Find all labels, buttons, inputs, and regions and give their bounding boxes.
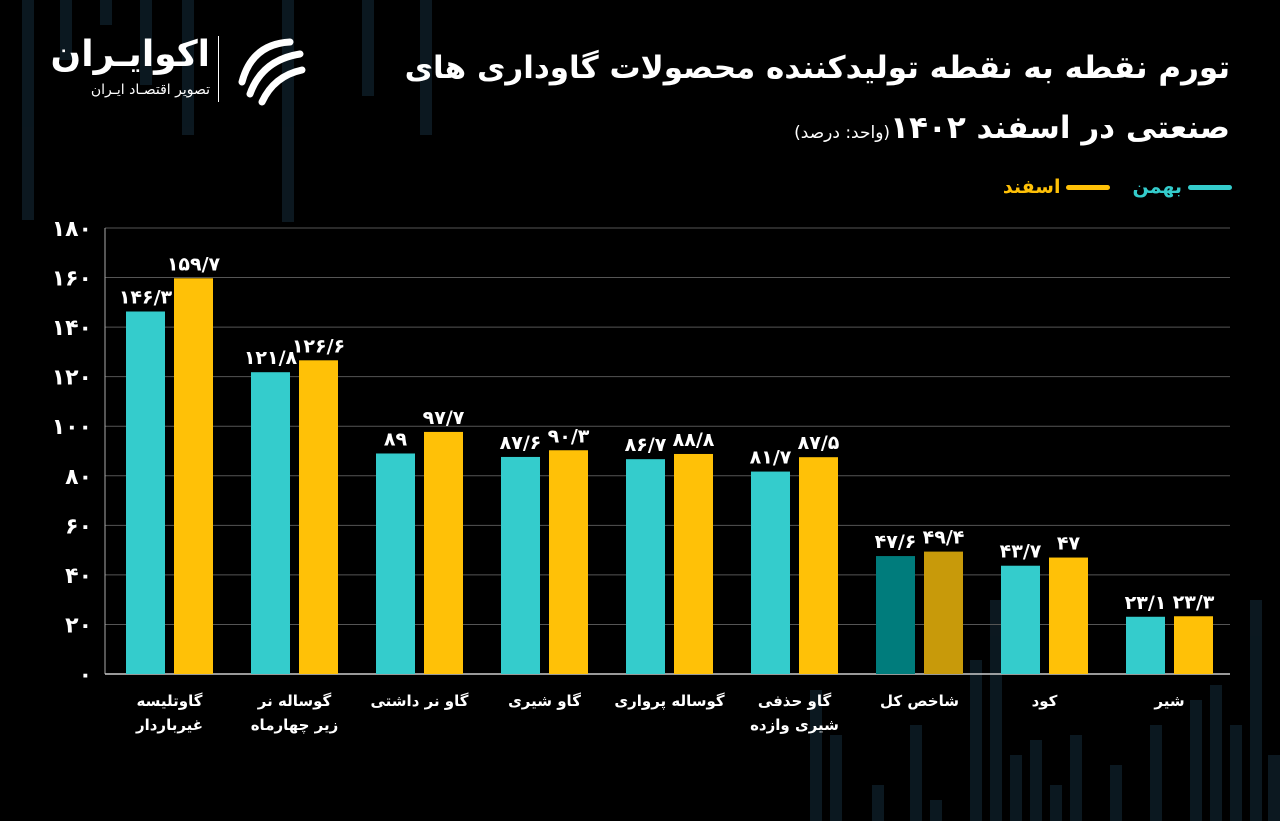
x-tick-label: گوساله پرواری — [614, 692, 725, 711]
bar-bahman — [1126, 616, 1165, 674]
brand-tagline: تصویر اقتصـاد ایـران — [90, 82, 210, 98]
x-tick-label: زیر چهارماه — [251, 716, 339, 735]
bar-esfand — [1174, 616, 1213, 674]
data-label: ۸۱/۷ — [750, 447, 792, 469]
brand-logo: اکوایـران تصویر اقتصـاد ایـران — [50, 32, 320, 112]
legend-swatch-bahman — [1188, 184, 1232, 190]
data-label: ۴۷/۶ — [875, 531, 917, 553]
bar-bahman — [876, 556, 915, 674]
legend-item-esfand: اسفند — [1003, 176, 1111, 198]
legend-label-esfand: اسفند — [1002, 176, 1061, 198]
x-tick-label: گاو حذفی — [758, 692, 832, 710]
bar-bahman — [251, 372, 290, 674]
data-label: ۲۳/۳ — [1173, 591, 1215, 613]
y-tick-label: ۱۲۰ — [52, 366, 92, 391]
y-tick-label: ۱۴۰ — [52, 316, 92, 341]
ekoiran-logo-mark-icon — [238, 38, 306, 106]
bar-bahman — [376, 453, 415, 674]
bar-esfand — [924, 551, 963, 674]
bar-esfand — [424, 431, 463, 674]
chart-title: تورم نقطه به نقطه تولیدکننده محصولات گاو… — [330, 38, 1230, 163]
data-label: ۴۷ — [1057, 533, 1081, 555]
bar-bahman — [501, 456, 540, 674]
data-label: ۲۳/۱ — [1125, 592, 1167, 614]
bar-esfand — [674, 453, 713, 674]
x-tick-label: شیر — [1153, 692, 1184, 710]
bar-bahman — [626, 459, 665, 674]
bar-esfand — [799, 457, 838, 674]
y-tick-label: ۱۸۰ — [52, 217, 92, 242]
legend-item-bahman: بهمن — [1132, 176, 1232, 198]
x-tick-label: گاو نر داشتی — [371, 692, 469, 710]
title-line-1: تورم نقطه به نقطه تولیدکننده محصولات گاو… — [404, 50, 1230, 86]
y-tick-label: ۸۰ — [65, 465, 92, 490]
data-label: ۱۲۶/۶ — [292, 335, 345, 357]
bar-esfand — [299, 360, 338, 674]
y-tick-label: ۰ — [79, 663, 92, 688]
data-label: ۸۷/۶ — [500, 432, 542, 454]
bar-esfand — [174, 278, 213, 674]
y-tick-label: ۱۰۰ — [52, 415, 92, 440]
bar-bahman — [1001, 565, 1040, 674]
data-label: ۱۵۹/۷ — [167, 253, 221, 275]
unit-note: (واحد: درصد) — [794, 123, 891, 143]
x-tick-label: شاخص کل — [880, 692, 959, 710]
y-tick-label: ۲۰ — [65, 613, 92, 638]
data-label: ۹۷/۷ — [423, 407, 465, 429]
x-tick-label: گاوتلیسه — [137, 692, 203, 710]
data-label: ۸۸/۸ — [673, 429, 715, 451]
data-label: ۱۲۱/۸ — [244, 347, 298, 369]
data-label: ۴۳/۷ — [1000, 541, 1042, 563]
legend-label-bahman: بهمن — [1132, 176, 1182, 198]
data-label: ۸۹ — [384, 428, 408, 450]
x-tick-label: کود — [1032, 692, 1058, 710]
y-tick-label: ۶۰ — [65, 514, 92, 539]
bar-bahman — [751, 471, 790, 674]
data-label: ۴۹/۴ — [923, 527, 965, 549]
x-tick-label: شیری وازده — [750, 716, 839, 734]
legend: بهمن اسفند — [1003, 176, 1232, 198]
brand-name: اکوایـران — [50, 34, 210, 75]
data-label: ۸۶/۷ — [625, 434, 667, 456]
data-label: ۱۴۶/۳ — [119, 287, 173, 309]
data-label: ۸۷/۵ — [798, 432, 840, 454]
title-line-2: صنعتی در اسفند ۱۴۰۲(واحد: درصد) — [330, 98, 1230, 163]
legend-swatch-esfand — [1066, 184, 1111, 190]
bar-bahman — [126, 311, 165, 674]
logo-divider — [218, 36, 219, 102]
x-tick-label: گوساله نر — [257, 692, 332, 710]
y-tick-label: ۴۰ — [65, 564, 92, 589]
data-label: ۹۰/۳ — [548, 425, 590, 447]
title-line-2-text: صنعتی در اسفند ۱۴۰۲ — [890, 110, 1230, 146]
x-tick-label: گاو شیری — [508, 692, 581, 710]
bar-esfand — [1049, 557, 1088, 674]
bar-esfand — [549, 450, 588, 674]
x-tick-label: غیرباردار — [135, 716, 203, 734]
y-tick-label: ۱۶۰ — [52, 267, 92, 292]
